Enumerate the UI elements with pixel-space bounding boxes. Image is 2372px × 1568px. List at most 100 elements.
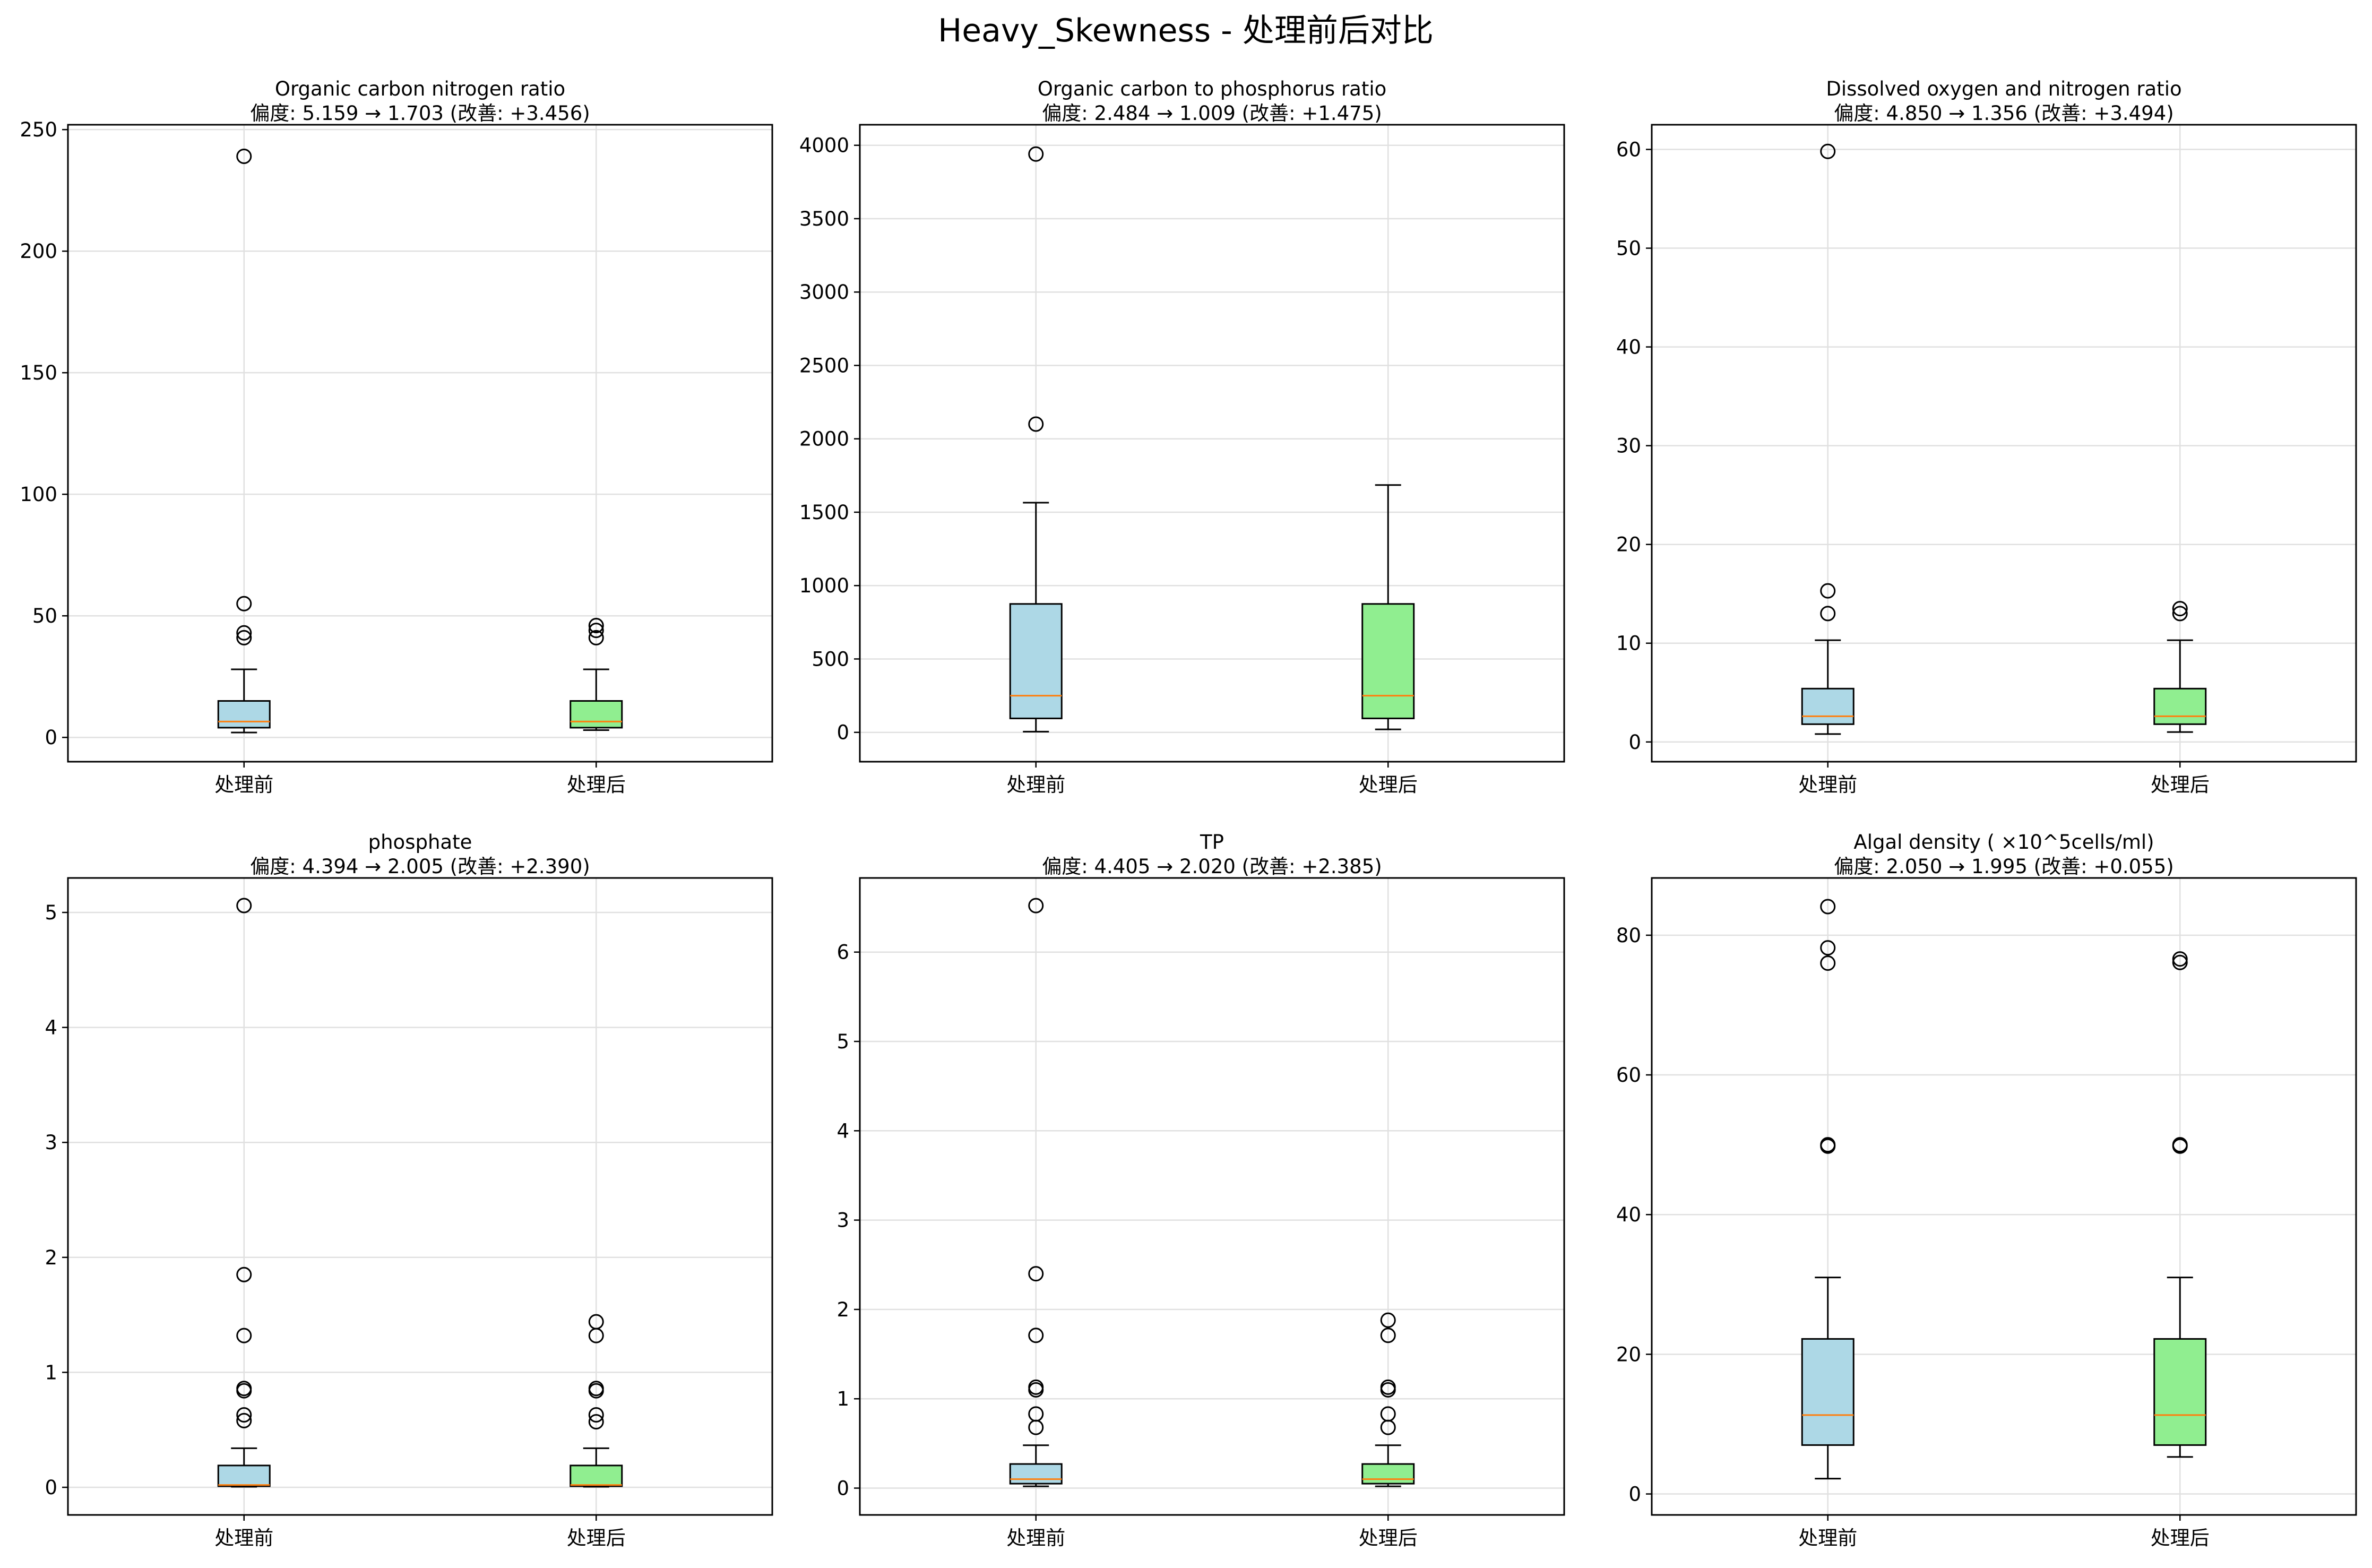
y-tick-label: 0 (836, 721, 849, 744)
subplot-subtitle: 偏度: 4.405 → 2.020 (改善: +2.385) (1042, 855, 1382, 878)
outlier-point (236, 149, 252, 165)
outlier-point (236, 898, 252, 914)
x-tick-label: 处理前 (1006, 773, 1065, 796)
y-tick-label: 250 (20, 118, 57, 141)
subplot-subtitle: 偏度: 2.484 → 1.009 (改善: +1.475) (1042, 102, 1382, 125)
subplot-title: Dissolved oxygen and nitrogen ratio (1826, 77, 2181, 100)
box-iqr (2153, 1338, 2207, 1446)
x-tick-label: 处理前 (1006, 1527, 1065, 1549)
box-after (570, 1314, 623, 1488)
x-tick-label: 处理前 (214, 1527, 273, 1549)
box-after (2153, 601, 2207, 733)
y-tick-label: 500 (812, 648, 849, 670)
outlier-point (2172, 606, 2188, 622)
y-tick-label: 2500 (799, 354, 849, 377)
box-before (217, 149, 271, 734)
y-tick-label: 100 (20, 483, 57, 506)
box-iqr (1801, 687, 1855, 725)
outlier-point (1380, 1312, 1396, 1328)
y-tick-label: 3 (836, 1209, 849, 1232)
outlier-point (236, 1412, 252, 1428)
box-after (2153, 951, 2207, 1458)
y-tick-label: 60 (1616, 1064, 1641, 1087)
outlier-point (1820, 940, 1836, 956)
figure-title: Heavy_Skewness - 处理前后对比 (938, 12, 1434, 49)
y-tick-label: 0 (1628, 1483, 1641, 1506)
subplot-title: Organic carbon to phosphorus ratio (1038, 77, 1387, 100)
x-tick-label: 处理后 (567, 773, 626, 796)
y-tick-label: 5 (45, 901, 57, 924)
y-tick-label: 40 (1616, 336, 1641, 359)
outlier-point (1028, 1419, 1044, 1435)
outlier-point (236, 1328, 252, 1343)
box-before (1009, 898, 1063, 1487)
y-tick-label: 10 (1616, 632, 1641, 655)
y-tick-label: 30 (1616, 435, 1641, 458)
y-tick-label: 200 (20, 240, 57, 263)
outlier-point (236, 1407, 252, 1423)
outlier-point (1028, 1266, 1044, 1282)
box-iqr (1009, 1463, 1063, 1485)
axes-frame (1651, 877, 2357, 1516)
subplot-title: Organic carbon nitrogen ratio (275, 77, 565, 100)
subplot-subtitle: 偏度: 5.159 → 1.703 (改善: +3.456) (250, 102, 590, 125)
subplot-title: TP (1200, 831, 1224, 854)
subplot-subtitle: 偏度: 4.850 → 1.356 (改善: +3.494) (1834, 102, 2173, 125)
y-tick-label: 6 (836, 941, 849, 964)
box-iqr (1009, 603, 1063, 719)
x-tick-label: 处理后 (567, 1527, 626, 1549)
outlier-point (2172, 601, 2188, 617)
box-iqr (217, 1464, 271, 1487)
outlier-point (1380, 1328, 1396, 1343)
outlier-point (1028, 1382, 1044, 1398)
y-tick-label: 1500 (799, 501, 849, 524)
y-tick-label: 4 (45, 1016, 57, 1039)
outlier-point (1028, 898, 1044, 914)
box-iqr (1361, 603, 1415, 719)
outlier-point (1820, 899, 1836, 915)
box-after (1361, 484, 1415, 730)
outlier-point (1380, 1382, 1396, 1398)
y-tick-label: 5 (836, 1030, 849, 1053)
y-tick-label: 20 (1616, 533, 1641, 556)
y-tick-label: 3000 (799, 281, 849, 304)
y-tick-label: 150 (20, 361, 57, 384)
box-iqr (1361, 1463, 1415, 1485)
subplot-title: phosphate (368, 831, 472, 854)
outlier-point (236, 1383, 252, 1399)
outlier-point (236, 625, 252, 641)
axes-frame (67, 877, 773, 1516)
x-tick-label: 处理后 (1359, 1527, 1418, 1549)
y-tick-label: 2 (45, 1246, 57, 1269)
x-tick-label: 处理前 (214, 773, 273, 796)
outlier-point (588, 1383, 604, 1399)
y-tick-label: 0 (1628, 731, 1641, 754)
outlier-point (2172, 1138, 2188, 1154)
outlier-point (1380, 1419, 1396, 1435)
axes-frame (859, 877, 1565, 1516)
outlier-point (1820, 606, 1836, 622)
outlier-point (1820, 1138, 1836, 1154)
y-tick-label: 3500 (799, 208, 849, 230)
box-iqr (570, 700, 623, 729)
y-tick-label: 50 (1616, 237, 1641, 260)
box-iqr (2153, 687, 2207, 725)
box-iqr (1801, 1338, 1855, 1446)
y-tick-label: 1 (836, 1388, 849, 1410)
y-tick-label: 80 (1616, 924, 1641, 947)
y-tick-label: 2000 (799, 428, 849, 451)
outlier-point (588, 1328, 604, 1343)
y-tick-label: 0 (45, 726, 57, 749)
y-tick-label: 0 (45, 1476, 57, 1499)
box-before (1009, 146, 1063, 733)
y-tick-label: 1 (45, 1361, 57, 1384)
y-tick-label: 0 (836, 1477, 849, 1500)
outlier-point (1028, 146, 1044, 162)
box-after (1361, 1312, 1415, 1487)
outlier-point (236, 630, 252, 645)
